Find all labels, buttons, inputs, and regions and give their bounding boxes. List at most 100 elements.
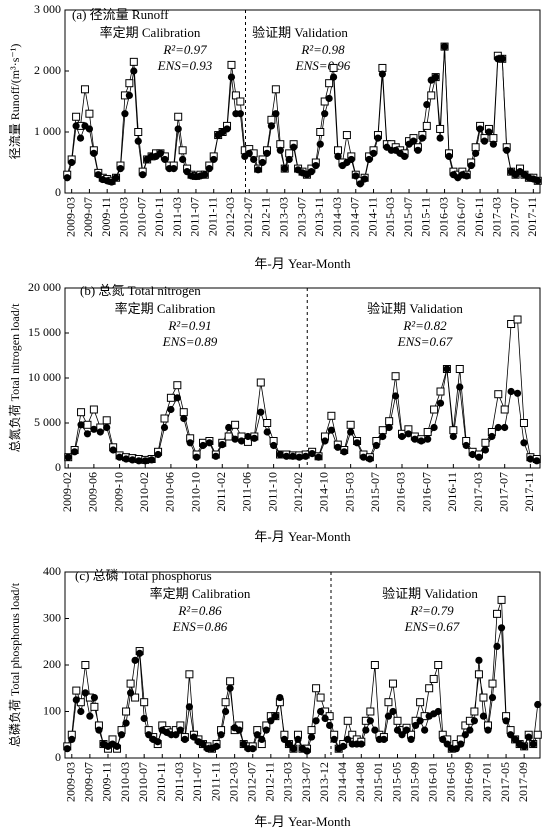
observed-point <box>316 693 325 702</box>
x-tick-label: 2011-03 <box>172 762 186 802</box>
y-tick-label: 300 <box>43 610 61 624</box>
simulated-point <box>83 430 92 438</box>
x-tick-label: 2011-07 <box>188 197 202 237</box>
x-tick-label: 2013-03 <box>276 197 290 237</box>
simulated-point <box>95 726 103 734</box>
x-tick-label: 2017-05 <box>498 762 512 802</box>
simulated-point <box>507 387 515 396</box>
observed-point <box>422 121 431 130</box>
simulated-point <box>416 717 424 725</box>
observed-point <box>461 721 470 730</box>
simulated-point <box>493 642 501 651</box>
simulated-point <box>271 712 279 720</box>
simulated-point <box>411 721 420 730</box>
observed-point <box>384 698 393 707</box>
simulated-point <box>314 453 323 461</box>
x-tick-label: 2014-11 <box>365 197 379 237</box>
simulated-point <box>316 140 324 148</box>
simulated-point <box>212 452 220 460</box>
y-axis-title: 总氮负荷 Total nitrogen load/t <box>7 303 22 452</box>
y-tick-label: 0 <box>55 185 61 199</box>
observed-point <box>173 381 182 390</box>
x-tick-label: 2013-07 <box>294 197 308 237</box>
simulated-point <box>475 656 483 664</box>
panel-title: (a) 径流量 Runoff <box>72 7 169 22</box>
simulated-point <box>347 428 355 436</box>
simulated-point <box>479 712 488 720</box>
observed-point <box>85 109 94 118</box>
simulated-point <box>289 745 298 753</box>
observed-point <box>327 411 336 420</box>
annotation: ENS=0.67 <box>404 619 460 634</box>
annotation: ENS=0.67 <box>397 334 453 349</box>
simulated-point <box>529 740 537 748</box>
simulated-point <box>218 441 226 449</box>
observed-point <box>470 707 479 716</box>
simulated-point <box>414 146 422 154</box>
x-tick-label: 2015-09 <box>407 762 421 802</box>
observed-point <box>72 686 81 695</box>
simulated-point <box>525 733 533 741</box>
simulated-point <box>439 735 447 744</box>
x-tick-label: 2017-11 <box>525 197 539 237</box>
simulated-point <box>263 428 271 436</box>
x-tick-label: 2017-09 <box>516 762 530 802</box>
x-tick-label: 2011-07 <box>190 762 204 802</box>
simulated-point <box>534 177 542 185</box>
simulated-point <box>231 435 239 443</box>
x-tick-label: 2010-03 <box>117 197 131 237</box>
simulated-point <box>424 435 432 443</box>
simulated-point <box>94 171 102 179</box>
x-axis-title: 年-月 Year-Month <box>254 256 351 271</box>
simulated-point <box>276 693 284 702</box>
observed-point <box>174 112 183 121</box>
observed-point <box>89 405 98 414</box>
observed-point <box>256 378 265 387</box>
simulated-point <box>250 434 258 442</box>
y-axis-title: 总磷负荷 Total phosphorus load/t <box>7 582 22 747</box>
simulated-point <box>469 450 477 459</box>
x-tick-label: 2017-03 <box>490 197 504 237</box>
simulated-point <box>534 700 542 709</box>
observed-point <box>423 428 432 436</box>
x-tick-label: 2016-07 <box>419 472 433 512</box>
simulated-point <box>327 426 335 434</box>
simulated-point <box>76 134 85 142</box>
x-tick-label: 2012-11 <box>259 197 273 237</box>
x-tick-label: 2010-10 <box>188 472 202 512</box>
x-tick-label: 2013-11 <box>312 197 326 237</box>
x-tick-label: 2016-11 <box>472 197 486 237</box>
observed-point <box>370 661 379 669</box>
simulated-point <box>369 149 378 157</box>
annotation: R²=0.82 <box>402 318 447 333</box>
simulated-point <box>366 717 374 725</box>
x-tick-label: 2015-07 <box>368 472 382 512</box>
observed-point <box>83 420 92 429</box>
observed-point <box>378 63 387 72</box>
simulated-point <box>285 155 293 164</box>
simulated-point <box>108 178 116 186</box>
x-tick-label: 2010-07 <box>136 762 150 802</box>
observed-point <box>497 595 506 604</box>
simulated-point <box>128 456 136 464</box>
observed-point <box>430 405 439 414</box>
simulated-point <box>245 149 253 157</box>
x-tick-label: 2015-01 <box>371 762 385 802</box>
annotation: R²=0.91 <box>167 318 211 333</box>
simulated-point <box>183 168 191 176</box>
y-axis-title: 径流量 Runoff/(m³·s⁻¹) <box>8 44 22 160</box>
x-tick-label: 2014-03 <box>330 197 344 237</box>
x-tick-label: 2011-06 <box>240 472 254 512</box>
observed-point <box>346 420 355 429</box>
simulated-point <box>290 143 298 151</box>
observed-point <box>425 684 434 693</box>
simulated-point <box>520 742 528 750</box>
simulated-point <box>440 43 449 51</box>
x-tick-label: 2009-11 <box>99 197 113 237</box>
observed-point <box>474 670 483 679</box>
simulated-point <box>326 721 334 730</box>
simulated-point <box>237 437 246 445</box>
simulated-point <box>186 439 194 447</box>
observed-point <box>226 677 235 686</box>
simulated-point <box>513 389 522 397</box>
